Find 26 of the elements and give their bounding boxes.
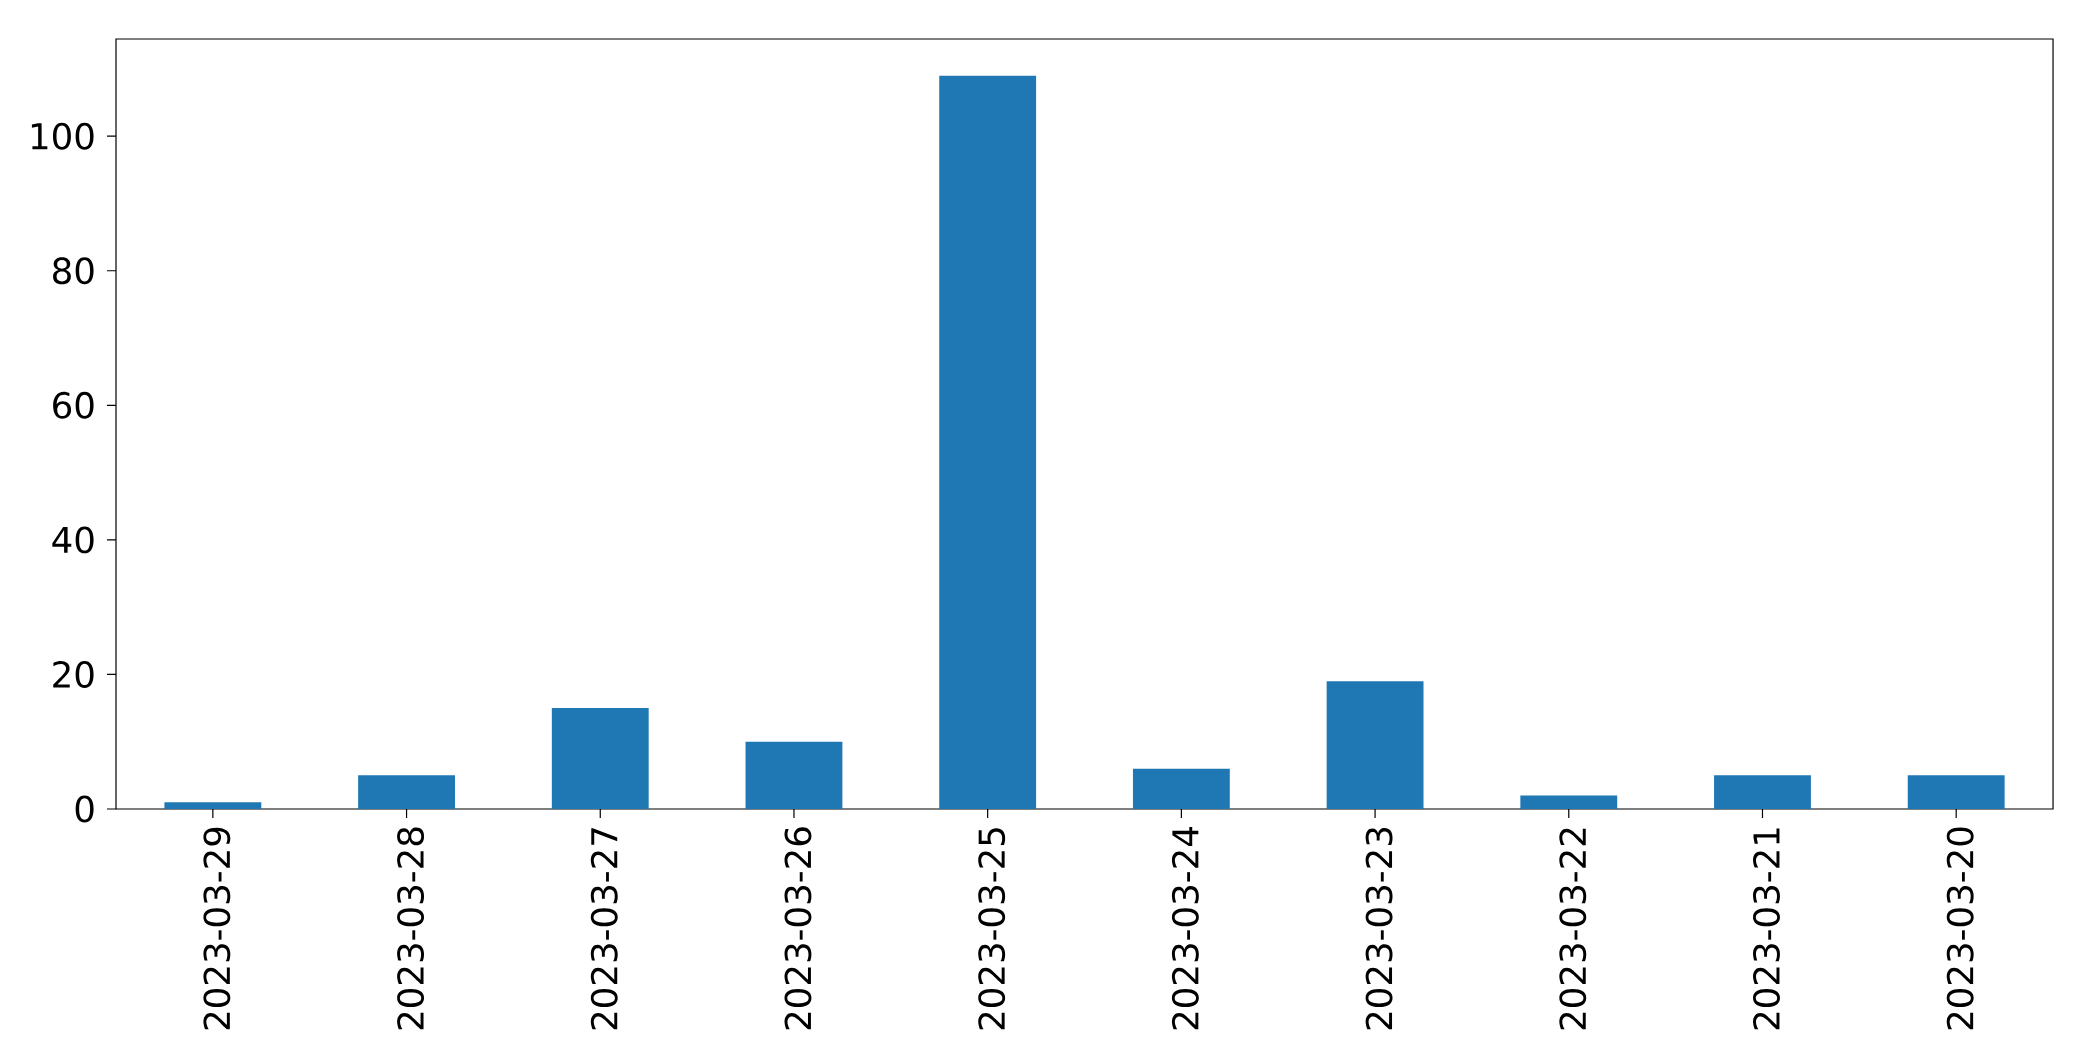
y-tick-label: 20 — [53, 660, 94, 688]
x-tick-label: 2023-03-20 — [1946, 827, 1974, 1030]
x-tick-label: 2023-03-27 — [590, 828, 618, 1030]
bar — [1520, 795, 1618, 809]
bar — [745, 741, 843, 809]
x-tick-label: 2023-03-23 — [1365, 827, 1393, 1030]
x-tick-label: 2023-03-21 — [1753, 828, 1780, 1030]
y-tick-label: 60 — [53, 391, 94, 419]
x-tick-label: 2023-03-24 — [1171, 827, 1199, 1030]
bar — [164, 802, 262, 809]
bar — [939, 75, 1037, 809]
x-tick-label: 2023-03-28 — [397, 827, 425, 1030]
bar — [1132, 768, 1230, 809]
x-tick-label: 2023-03-29 — [203, 827, 231, 1030]
bar — [551, 708, 649, 809]
bar — [1326, 681, 1424, 809]
bar — [1714, 775, 1811, 809]
x-tick-label: 2023-03-25 — [978, 828, 1006, 1030]
y-tick-label: 80 — [53, 257, 94, 285]
y-tick-label: 100 — [31, 122, 94, 150]
bar — [1907, 775, 2005, 809]
y-tick-label: 40 — [52, 526, 94, 554]
y-tick-label: 0 — [75, 795, 94, 823]
x-tick-label: 2023-03-26 — [784, 827, 812, 1030]
bar — [358, 775, 455, 809]
x-tick-label: 2023-03-22 — [1559, 828, 1587, 1030]
